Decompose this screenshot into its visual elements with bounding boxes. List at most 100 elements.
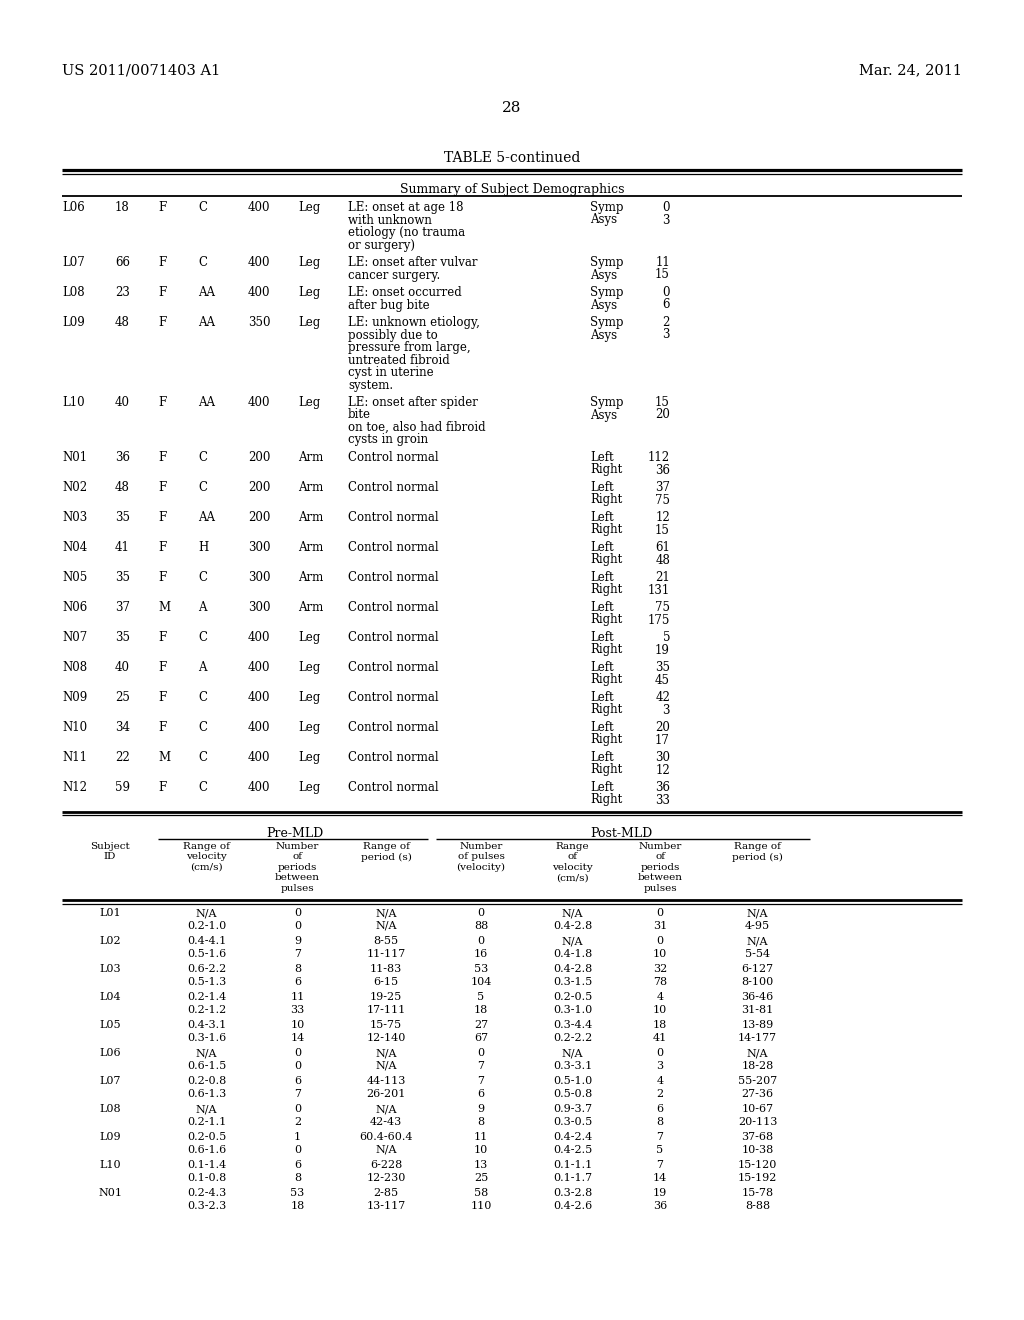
Text: 0.2-1.4: 0.2-1.4 — [186, 993, 226, 1002]
Text: 12: 12 — [655, 763, 670, 776]
Text: N/A: N/A — [562, 1048, 584, 1059]
Text: N/A: N/A — [375, 921, 396, 931]
Text: AA: AA — [198, 286, 215, 300]
Text: 14: 14 — [653, 1173, 667, 1183]
Text: L08: L08 — [99, 1104, 121, 1114]
Text: Asys: Asys — [590, 214, 617, 227]
Text: L02: L02 — [99, 936, 121, 946]
Text: 0.2-1.2: 0.2-1.2 — [186, 1005, 226, 1015]
Text: C: C — [198, 572, 207, 583]
Text: F: F — [158, 201, 166, 214]
Text: 53: 53 — [291, 1188, 304, 1199]
Text: 17: 17 — [655, 734, 670, 747]
Text: 53: 53 — [474, 964, 488, 974]
Text: L06: L06 — [99, 1048, 121, 1059]
Text: with unknown: with unknown — [348, 214, 432, 227]
Text: Left: Left — [590, 751, 613, 764]
Text: 36: 36 — [653, 1201, 667, 1210]
Text: 5: 5 — [477, 993, 484, 1002]
Text: 8: 8 — [477, 1117, 484, 1127]
Text: L07: L07 — [62, 256, 85, 269]
Text: 0.2-2.2: 0.2-2.2 — [553, 1034, 592, 1043]
Text: Number
of pulses
(velocity): Number of pulses (velocity) — [457, 842, 506, 873]
Text: C: C — [198, 631, 207, 644]
Text: 0.4-2.8: 0.4-2.8 — [553, 921, 592, 931]
Text: C: C — [198, 201, 207, 214]
Text: 0.4-3.1: 0.4-3.1 — [186, 1020, 226, 1030]
Text: 400: 400 — [248, 751, 270, 764]
Text: Right: Right — [590, 793, 623, 807]
Text: 0.2-4.3: 0.2-4.3 — [186, 1188, 226, 1199]
Text: 36: 36 — [655, 463, 670, 477]
Text: 0: 0 — [656, 908, 664, 917]
Text: Leg: Leg — [298, 256, 321, 269]
Text: 0: 0 — [663, 286, 670, 300]
Text: Control normal: Control normal — [348, 480, 438, 494]
Text: 18-28: 18-28 — [741, 1061, 773, 1071]
Text: L06: L06 — [62, 201, 85, 214]
Text: LE: onset after spider: LE: onset after spider — [348, 396, 478, 409]
Text: Asys: Asys — [590, 268, 617, 281]
Text: 42: 42 — [655, 690, 670, 704]
Text: Leg: Leg — [298, 286, 321, 300]
Text: Control normal: Control normal — [348, 541, 438, 554]
Text: F: F — [158, 541, 166, 554]
Text: 0: 0 — [294, 921, 301, 931]
Text: Control normal: Control normal — [348, 781, 438, 795]
Text: 7: 7 — [656, 1133, 664, 1142]
Text: Asys: Asys — [590, 298, 617, 312]
Text: 8: 8 — [656, 1117, 664, 1127]
Text: 6-15: 6-15 — [374, 977, 398, 987]
Text: 48: 48 — [115, 480, 130, 494]
Text: 0.3-2.8: 0.3-2.8 — [553, 1188, 592, 1199]
Text: AA: AA — [198, 315, 215, 329]
Text: F: F — [158, 286, 166, 300]
Text: 20-113: 20-113 — [738, 1117, 777, 1127]
Text: 0.5-0.8: 0.5-0.8 — [553, 1089, 592, 1100]
Text: Leg: Leg — [298, 721, 321, 734]
Text: 400: 400 — [248, 396, 270, 409]
Text: 7: 7 — [294, 949, 301, 960]
Text: 11-117: 11-117 — [367, 949, 406, 960]
Text: Leg: Leg — [298, 751, 321, 764]
Text: A: A — [198, 661, 207, 675]
Text: 48: 48 — [115, 315, 130, 329]
Text: 0.4-2.6: 0.4-2.6 — [553, 1201, 592, 1210]
Text: Arm: Arm — [298, 572, 324, 583]
Text: 0.2-1.0: 0.2-1.0 — [186, 921, 226, 931]
Text: 0.2-0.8: 0.2-0.8 — [186, 1076, 226, 1086]
Text: 40: 40 — [115, 661, 130, 675]
Text: 0: 0 — [477, 936, 484, 946]
Text: Leg: Leg — [298, 201, 321, 214]
Text: 0.5-1.6: 0.5-1.6 — [186, 949, 226, 960]
Text: 4: 4 — [656, 1076, 664, 1086]
Text: F: F — [158, 690, 166, 704]
Text: N02: N02 — [62, 480, 87, 494]
Text: 7: 7 — [477, 1076, 484, 1086]
Text: C: C — [198, 721, 207, 734]
Text: 8-100: 8-100 — [741, 977, 773, 987]
Text: Range of
velocity
(cm/s): Range of velocity (cm/s) — [183, 842, 230, 871]
Text: 27: 27 — [474, 1020, 488, 1030]
Text: 33: 33 — [291, 1005, 304, 1015]
Text: 12-230: 12-230 — [367, 1173, 406, 1183]
Text: 0.4-4.1: 0.4-4.1 — [186, 936, 226, 946]
Text: 6: 6 — [477, 1089, 484, 1100]
Text: possibly due to: possibly due to — [348, 329, 437, 342]
Text: 0: 0 — [294, 1104, 301, 1114]
Text: C: C — [198, 781, 207, 795]
Text: 19: 19 — [653, 1188, 667, 1199]
Text: 400: 400 — [248, 256, 270, 269]
Text: 0.4-1.8: 0.4-1.8 — [553, 949, 592, 960]
Text: 18: 18 — [291, 1201, 304, 1210]
Text: Left: Left — [590, 601, 613, 614]
Text: 37-68: 37-68 — [741, 1133, 773, 1142]
Text: 8-55: 8-55 — [374, 936, 398, 946]
Text: L07: L07 — [99, 1076, 121, 1086]
Text: N09: N09 — [62, 690, 87, 704]
Text: Control normal: Control normal — [348, 751, 438, 764]
Text: 0.1-1.1: 0.1-1.1 — [553, 1160, 592, 1170]
Text: C: C — [198, 480, 207, 494]
Text: 67: 67 — [474, 1034, 488, 1043]
Text: Control normal: Control normal — [348, 661, 438, 675]
